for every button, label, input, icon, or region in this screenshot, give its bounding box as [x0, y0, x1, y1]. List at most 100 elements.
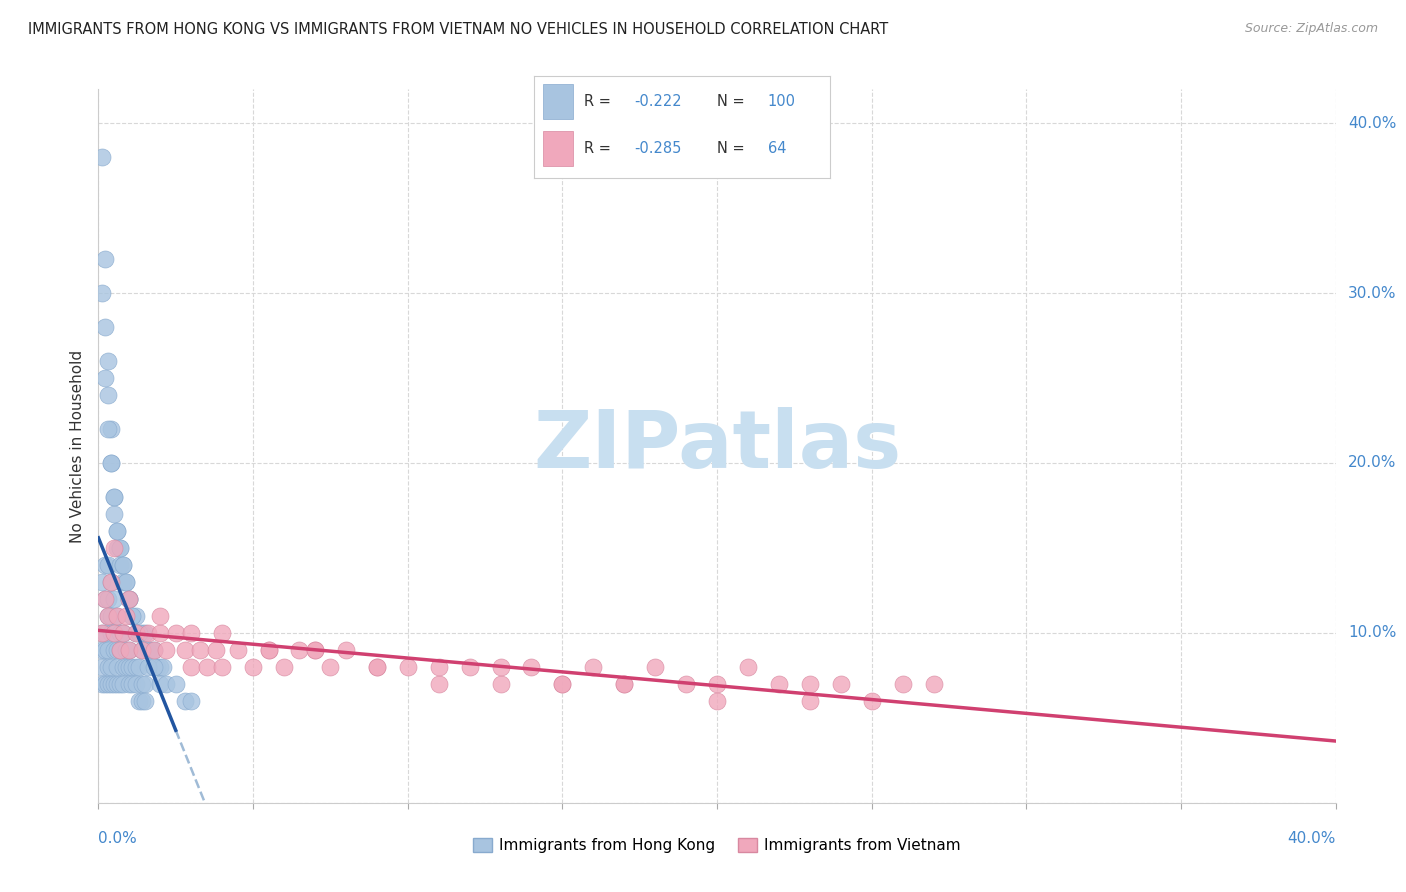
Point — [174, 643, 197, 657]
Point — [891, 677, 914, 691]
Point — [242, 660, 264, 674]
Point — [143, 643, 166, 657]
Point — [97, 558, 120, 572]
Point — [97, 354, 120, 368]
Point — [427, 677, 450, 691]
Point — [121, 608, 143, 623]
Text: Source: ZipAtlas.com: Source: ZipAtlas.com — [1244, 22, 1378, 36]
Point — [100, 626, 122, 640]
Point — [103, 490, 125, 504]
Point — [121, 660, 143, 674]
Point — [257, 643, 280, 657]
Point — [105, 541, 128, 555]
Point — [768, 677, 790, 691]
Point — [93, 252, 115, 266]
Point — [149, 626, 172, 640]
Bar — [543, 84, 572, 119]
Point — [174, 694, 197, 708]
Point — [103, 643, 125, 657]
Point — [93, 591, 115, 606]
Point — [165, 677, 187, 691]
Point — [257, 643, 280, 657]
Point — [105, 660, 128, 674]
Point — [136, 643, 159, 657]
Point — [613, 677, 636, 691]
Point — [90, 574, 112, 589]
Bar — [543, 131, 572, 166]
Point — [100, 608, 122, 623]
Text: 0.0%: 0.0% — [98, 831, 138, 847]
Point — [128, 660, 150, 674]
Point — [124, 660, 146, 674]
Point — [737, 660, 759, 674]
Point — [108, 643, 131, 657]
Point — [115, 574, 138, 589]
Point — [136, 626, 159, 640]
Point — [136, 660, 159, 674]
Point — [128, 626, 150, 640]
Point — [489, 660, 512, 674]
Point — [112, 558, 135, 572]
Point — [97, 422, 120, 436]
Point — [520, 660, 543, 674]
Point — [205, 643, 228, 657]
Point — [103, 626, 125, 640]
Point — [118, 643, 141, 657]
Point — [118, 591, 141, 606]
Text: 20.0%: 20.0% — [1348, 456, 1396, 470]
Point — [90, 286, 112, 301]
Point — [97, 643, 120, 657]
Point — [97, 677, 120, 691]
Text: N =: N = — [717, 94, 749, 109]
Point — [108, 541, 131, 555]
Text: R =: R = — [585, 94, 616, 109]
Point — [105, 608, 128, 623]
Point — [103, 677, 125, 691]
Point — [93, 591, 115, 606]
Point — [97, 591, 120, 606]
Point — [551, 677, 574, 691]
Point — [131, 626, 153, 640]
Point — [582, 660, 605, 674]
Point — [131, 677, 153, 691]
Point — [458, 660, 481, 674]
Point — [108, 626, 131, 640]
Point — [103, 490, 125, 504]
Point — [97, 608, 120, 623]
Point — [124, 677, 146, 691]
Point — [118, 660, 141, 674]
Point — [304, 643, 326, 657]
Point — [100, 574, 122, 589]
Point — [860, 694, 883, 708]
Point — [115, 574, 138, 589]
Point — [675, 677, 697, 691]
Point — [112, 574, 135, 589]
Point — [93, 558, 115, 572]
Point — [288, 643, 311, 657]
Text: 40.0%: 40.0% — [1348, 116, 1396, 131]
Point — [100, 677, 122, 691]
Point — [124, 608, 146, 623]
Point — [105, 524, 128, 538]
Point — [105, 608, 128, 623]
Text: 100: 100 — [768, 94, 796, 109]
Point — [143, 643, 166, 657]
Point — [180, 626, 202, 640]
Point — [112, 677, 135, 691]
Point — [103, 591, 125, 606]
Point — [131, 694, 153, 708]
Point — [108, 558, 131, 572]
Point — [146, 660, 169, 674]
Point — [190, 643, 212, 657]
Point — [273, 660, 295, 674]
Point — [180, 660, 202, 674]
Point — [108, 677, 131, 691]
Point — [112, 626, 135, 640]
Point — [706, 677, 728, 691]
Point — [105, 524, 128, 538]
Point — [115, 643, 138, 657]
Text: R =: R = — [585, 141, 616, 156]
Point — [211, 626, 233, 640]
Point — [149, 660, 172, 674]
Point — [195, 660, 218, 674]
